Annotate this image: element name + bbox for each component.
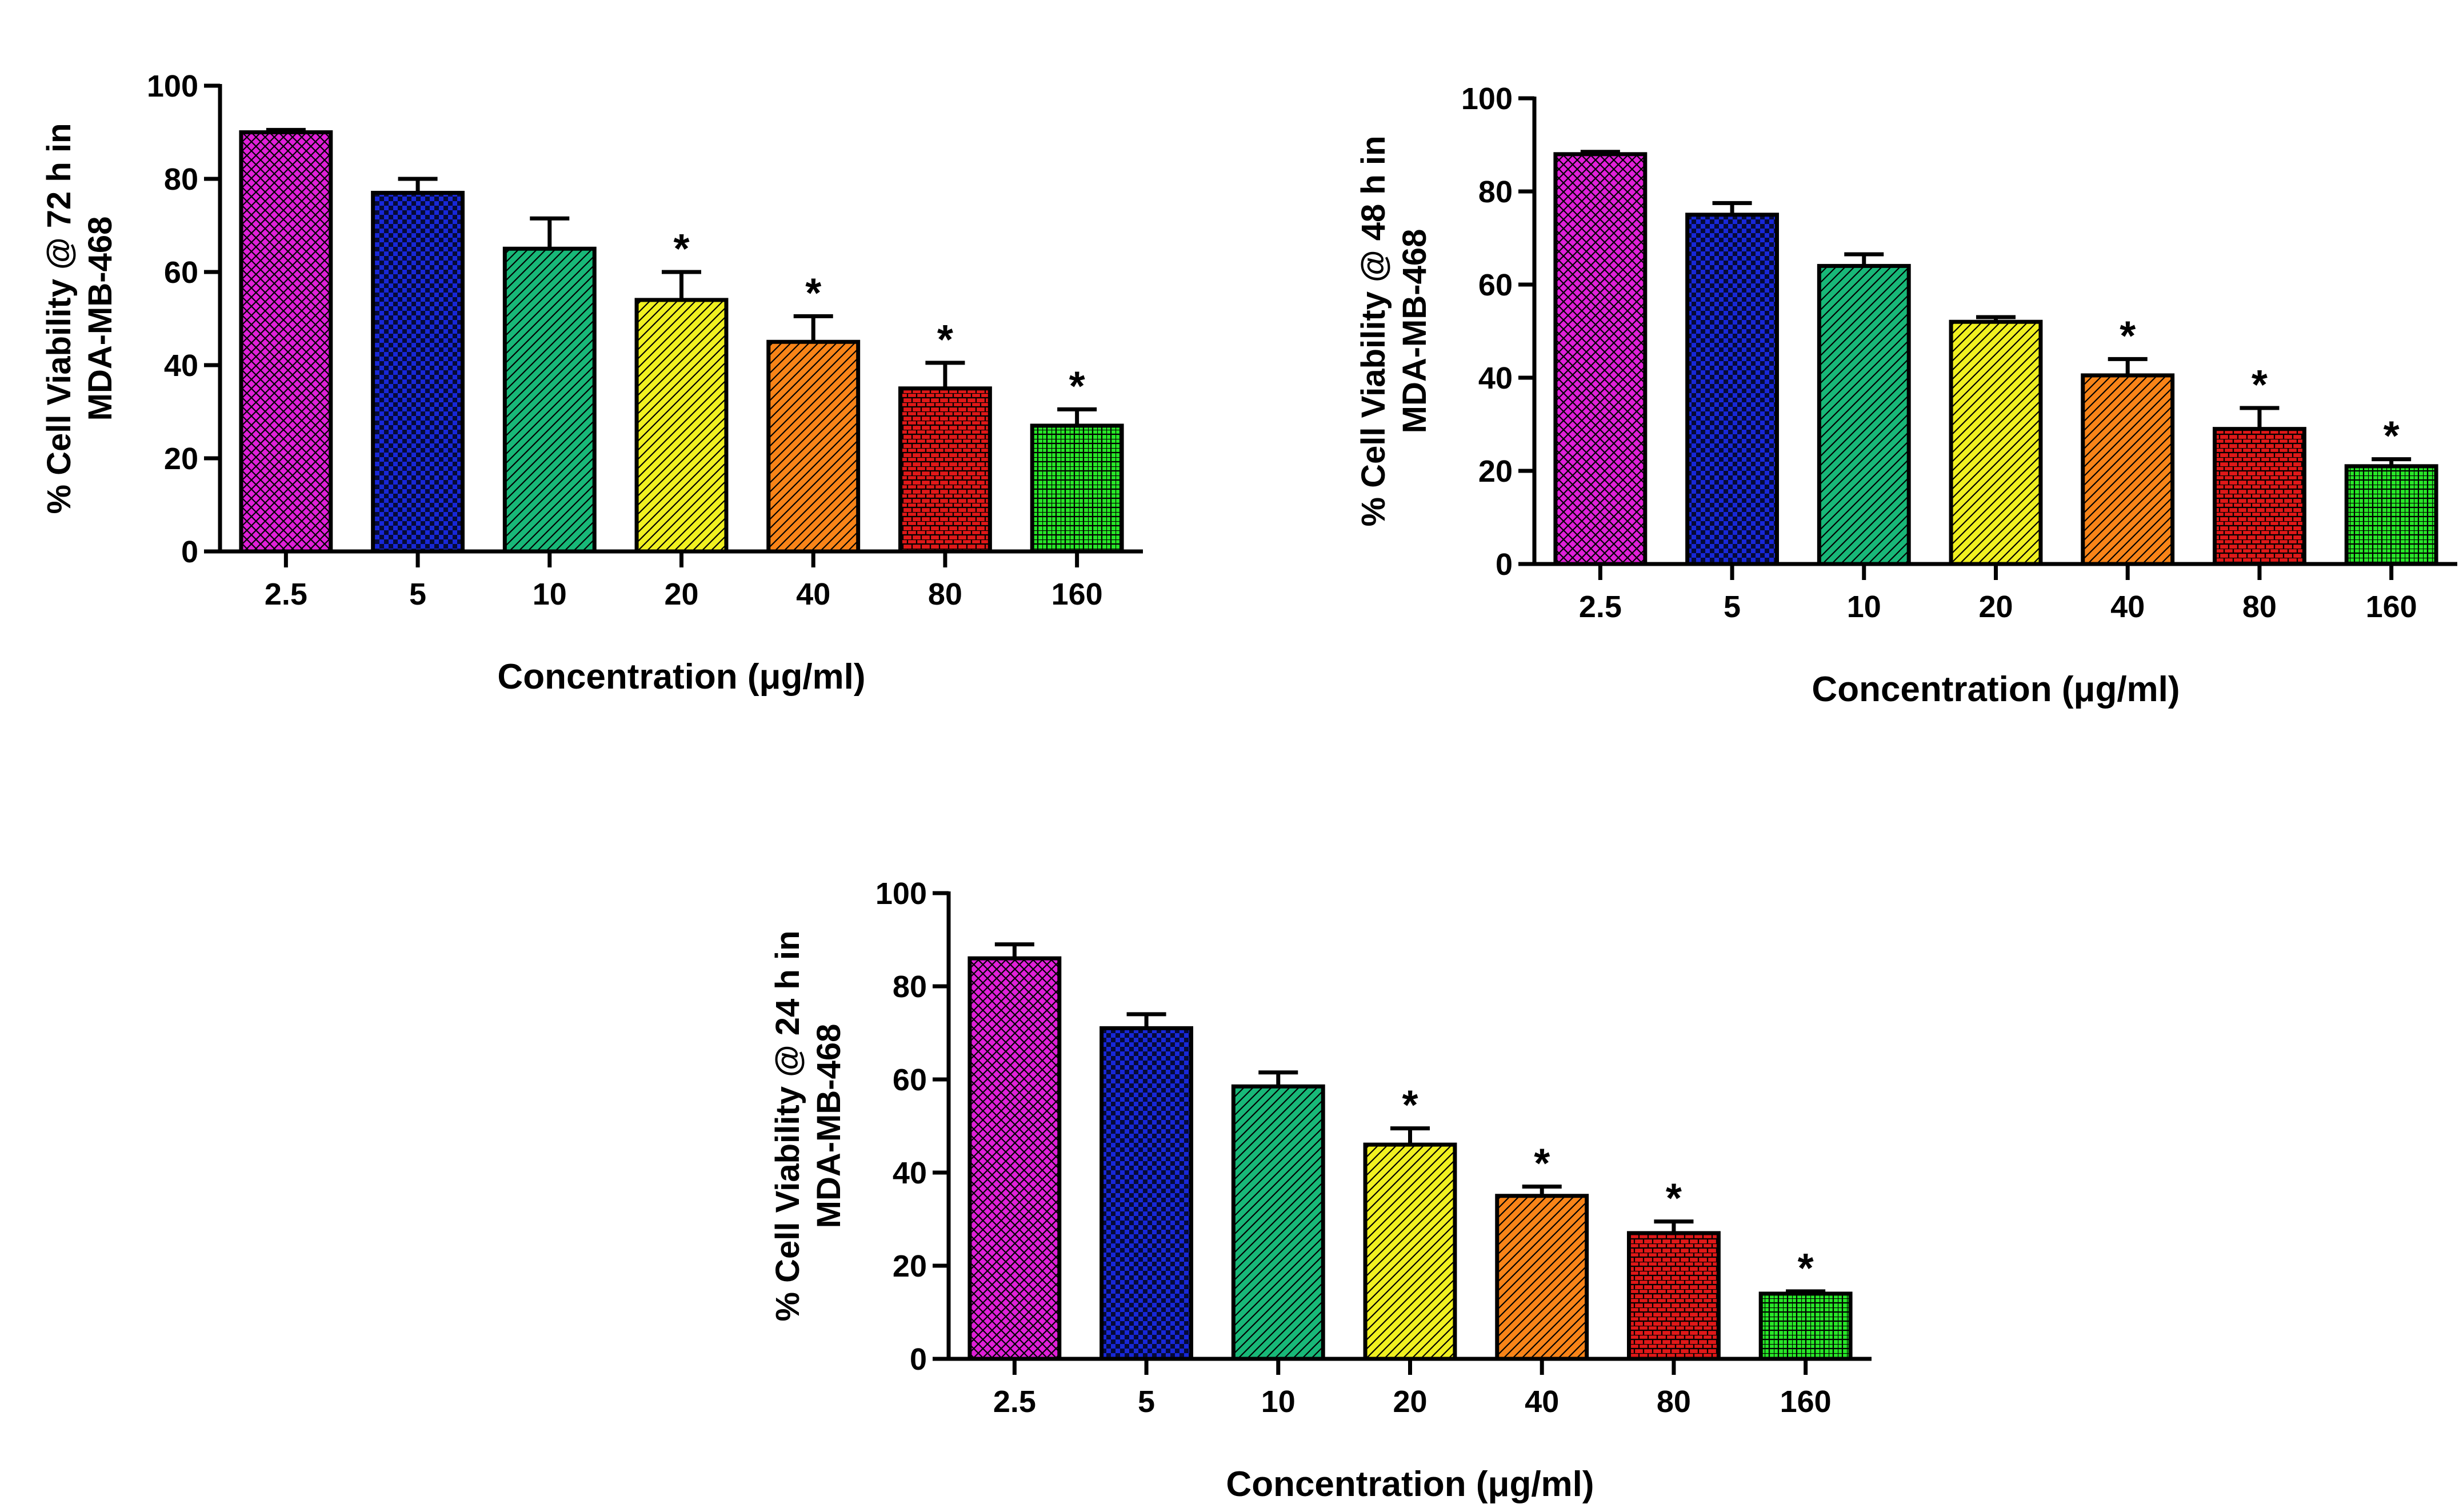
y-tick-label: 40 <box>1478 361 1513 395</box>
bar-20 <box>634 298 729 554</box>
x-tick-label: 5 <box>1138 1385 1155 1419</box>
bar-40 <box>1495 1194 1589 1361</box>
bar-10 <box>502 246 597 554</box>
bar-20 <box>1363 1142 1457 1361</box>
bar-80 <box>2212 427 2306 566</box>
x-tick-label: 2.5 <box>993 1385 1036 1419</box>
x-tick-label: 20 <box>1393 1385 1427 1419</box>
x-tick-label: 160 <box>1051 577 1103 611</box>
significance-marker: * <box>2384 414 2400 459</box>
y-axis-title-line-2: MDA-MB-468 <box>1396 229 1433 434</box>
x-tick-label: 40 <box>1525 1385 1559 1419</box>
x-tick-label: 160 <box>1780 1385 1832 1419</box>
y-tick-label: 80 <box>164 162 198 197</box>
x-tick-label: 80 <box>2242 590 2277 624</box>
y-tick-label: 100 <box>147 69 198 103</box>
x-tick-label: 10 <box>533 577 567 611</box>
x-tick-label: 40 <box>796 577 830 611</box>
chart-panel-3: * * * * 0 20 40 60 80 100 2.5 5 10 20 40 80 160 Concentra… <box>769 877 1872 1504</box>
y-tick-label: 0 <box>1496 547 1513 582</box>
bar-20 <box>1949 319 2043 566</box>
x-axis-title: Concentration (μg/ml) <box>1226 1465 1594 1504</box>
significance-marker: * <box>1069 363 1085 409</box>
significance-marker: * <box>2120 313 2136 359</box>
y-axis-title-line-2: MDA-MB-468 <box>82 217 119 421</box>
x-tick-label: 20 <box>1978 590 2013 624</box>
x-tick-label: 40 <box>2110 590 2145 624</box>
x-tick-label: 80 <box>928 577 962 611</box>
significance-marker: * <box>937 317 953 363</box>
y-tick-label: 40 <box>164 349 198 383</box>
y-axis-title-line-1: % Cell Viability @ 24 h in <box>769 930 806 1321</box>
bar-2.5 <box>1553 152 1648 566</box>
bar-10 <box>1231 1084 1325 1361</box>
x-tick-label: 10 <box>1261 1385 1296 1419</box>
bar-2.5 <box>239 130 333 554</box>
bar-160 <box>1030 423 1124 554</box>
bar-160 <box>2344 464 2438 566</box>
x-tick-label: 80 <box>1657 1385 1691 1419</box>
bar-80 <box>1626 1231 1721 1361</box>
significance-marker: * <box>2252 362 2268 408</box>
bar-5 <box>371 190 465 554</box>
significance-marker: * <box>1402 1083 1418 1129</box>
x-tick-label: 160 <box>2366 590 2417 624</box>
significance-marker: * <box>805 270 821 316</box>
y-tick-label: 0 <box>910 1342 927 1377</box>
y-tick-label: 20 <box>1478 454 1513 489</box>
bar-40 <box>766 339 861 554</box>
significance-marker: * <box>1666 1176 1682 1222</box>
bar-160 <box>1758 1291 1853 1361</box>
y-tick-label: 80 <box>893 970 927 1004</box>
bar-5 <box>1685 213 1780 566</box>
bar-40 <box>2081 373 2175 566</box>
y-tick-label: 20 <box>893 1249 927 1283</box>
y-axis-title-line-2: MDA-MB-468 <box>810 1024 847 1229</box>
y-tick-label: 20 <box>164 442 198 476</box>
y-tick-label: 100 <box>1461 82 1513 116</box>
y-tick-label: 60 <box>893 1063 927 1097</box>
x-axis-title: Concentration (μg/ml) <box>1812 670 2180 709</box>
y-tick-label: 60 <box>164 255 198 290</box>
significance-marker: * <box>673 226 689 272</box>
chart-panel-2: * * * 0 20 40 60 80 100 2.5 5 10 20 40 80 160 Concentrat… <box>1355 82 2457 709</box>
bar-5 <box>1099 1026 1194 1361</box>
x-axis-title: Concentration (μg/ml) <box>497 657 865 697</box>
y-axis-title-line-1: % Cell Viability @ 72 h in <box>41 123 78 514</box>
bar-2.5 <box>967 956 1062 1361</box>
y-tick-label: 80 <box>1478 175 1513 209</box>
bar-80 <box>898 386 992 554</box>
x-tick-label: 2.5 <box>1579 590 1622 624</box>
y-tick-label: 0 <box>181 535 198 569</box>
y-tick-label: 60 <box>1478 268 1513 302</box>
y-tick-label: 40 <box>893 1156 927 1190</box>
y-axis-title-line-1: % Cell Viability @ 48 h in <box>1355 135 1392 526</box>
significance-marker: * <box>1798 1246 1814 1291</box>
bar-10 <box>1817 263 1911 566</box>
y-tick-label: 100 <box>875 877 927 911</box>
x-tick-label: 10 <box>1847 590 1881 624</box>
x-tick-label: 5 <box>409 577 426 611</box>
significance-marker: * <box>1534 1141 1550 1186</box>
x-tick-label: 20 <box>664 577 698 611</box>
chart-panel-1: * * * * 0 20 40 60 80 100 2.5 5 10 20 40 80 160 Concentra… <box>41 69 1143 697</box>
x-tick-label: 5 <box>1724 590 1741 624</box>
x-tick-label: 2.5 <box>265 577 307 611</box>
